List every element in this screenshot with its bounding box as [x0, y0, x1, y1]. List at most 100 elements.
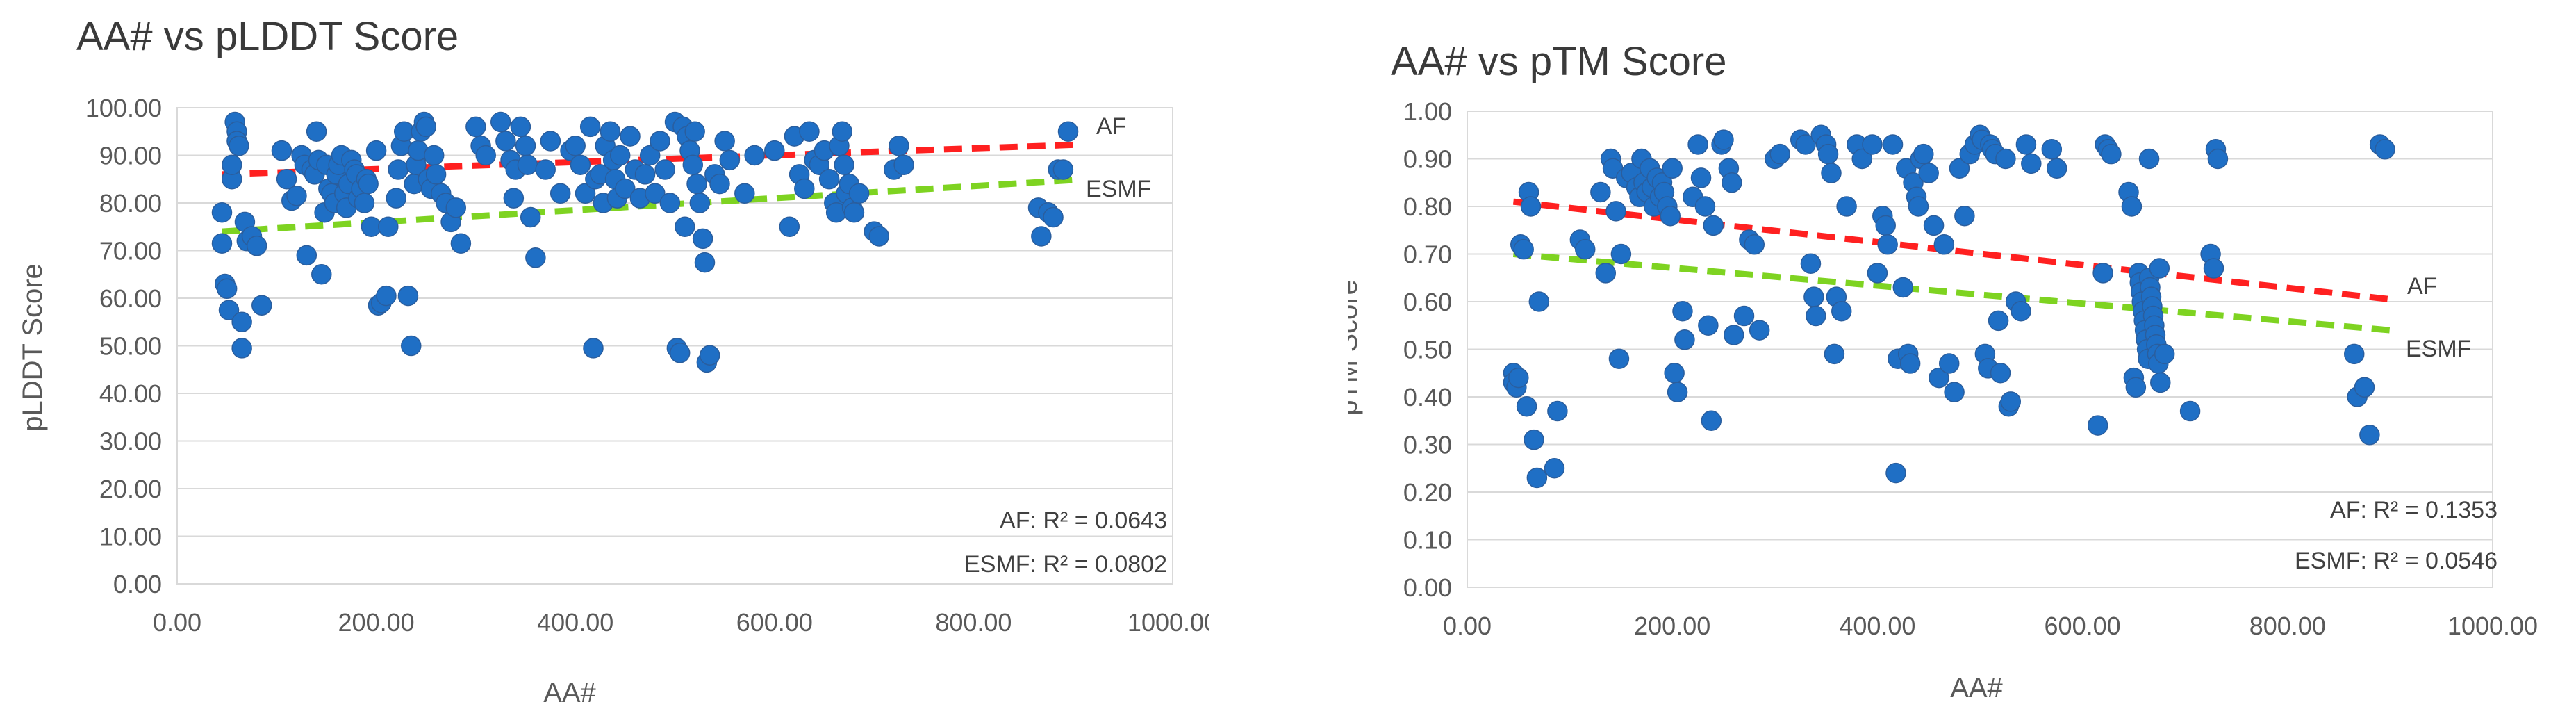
plddt-data-point — [615, 178, 636, 199]
plddt-data-point — [714, 131, 735, 152]
ptm-data-point — [1595, 263, 1617, 284]
ptm-data-point — [1660, 205, 1681, 227]
plddt-data-point — [709, 173, 730, 195]
ptm-x-tick-label: 200.00 — [1634, 612, 1710, 640]
ptm-data-point — [2000, 391, 2022, 412]
plddt-chart-svg: AA# vs pLDDT Score AA# pLDDT Score 0.00 1… — [17, 14, 1209, 708]
plddt-x-tick-label: 0.00 — [153, 608, 201, 637]
plddt-data-point — [246, 235, 267, 256]
plddt-data-point — [365, 140, 387, 161]
plddt-data-point — [889, 136, 909, 156]
plddt-data-point — [490, 111, 511, 133]
ptm-data-point — [2087, 415, 2108, 436]
ptm-data-point — [1817, 143, 1839, 165]
plddt-data-point — [397, 285, 419, 307]
plddt-data-point — [423, 145, 445, 166]
ptm-data-point — [1513, 238, 1534, 260]
plddt-data-point — [893, 154, 914, 175]
plddt-data-point — [211, 202, 233, 223]
plddt-plot-frame — [176, 107, 1173, 585]
plddt-data-point — [779, 216, 800, 237]
plddt-data-point — [425, 164, 447, 185]
ptm-data-point — [2359, 425, 2380, 446]
ptm-data-point — [1520, 196, 1542, 217]
ptm-data-point — [1524, 429, 1544, 450]
ptm-data-point — [1574, 238, 1596, 260]
ptm-data-point — [2092, 263, 2113, 284]
ptm-data-point — [1508, 367, 1529, 389]
ptm-data-point — [1867, 263, 1888, 284]
ptm-data-point — [1803, 286, 1824, 307]
plddt-data-point — [296, 245, 317, 266]
plddt-data-point — [600, 121, 621, 142]
plddt-data-point — [535, 159, 556, 180]
plddt-data-point — [354, 193, 375, 213]
ptm-data-point — [1694, 196, 1716, 217]
plddt-data-point — [583, 338, 604, 359]
plddt-y-axis-label: pLDDT Score — [17, 263, 48, 432]
ptm-y-axis-label: pTM Score — [1348, 279, 1363, 416]
plddt-y-tick-label: 60.00 — [99, 284, 162, 313]
plddt-data-point — [503, 188, 525, 209]
ptm-data-point — [2375, 139, 2395, 160]
plddt-data-point — [401, 335, 422, 357]
ptm-x-tick-label: 800.00 — [2249, 612, 2326, 640]
ptm-data-point — [2011, 300, 2031, 322]
ptm-data-point — [1722, 172, 1742, 193]
plddt-data-point — [686, 173, 707, 195]
plddt-data-point — [579, 116, 601, 138]
ptm-x-tick-label: 1000.00 — [2447, 612, 2538, 640]
ptm-y-tick-label: 0.50 — [1403, 336, 1452, 364]
ptm-y-tick-label: 0.00 — [1403, 573, 1452, 602]
plddt-y-tick-label: 100.00 — [85, 94, 162, 122]
plddt-data-point — [689, 193, 711, 213]
plddt-y-tick-label: 20.00 — [99, 475, 162, 503]
ptm-data-point — [2125, 377, 2147, 398]
ptm-data-point — [1944, 382, 1965, 402]
plddt-data-point — [358, 173, 379, 195]
ptm-data-point — [2015, 134, 2037, 155]
plddt-trend-label-af: AF — [1096, 113, 1126, 140]
plddt-data-point — [510, 116, 531, 138]
plddt-y-tick-label: 0.00 — [113, 570, 162, 598]
ptm-y-tick-label: 0.40 — [1403, 383, 1452, 411]
plddt-data-point — [388, 159, 408, 180]
ptm-data-point — [1824, 343, 1845, 365]
ptm-x-tick-label: 400.00 — [1839, 612, 1915, 640]
plddt-data-point — [495, 131, 516, 152]
ptm-data-point — [2101, 143, 2122, 165]
ptm-data-point — [1933, 234, 1955, 255]
ptm-trend-label-esmf: ESMF — [2406, 336, 2471, 362]
plddt-data-point — [609, 145, 631, 166]
ptm-data-point — [1949, 158, 1970, 179]
ptm-data-point — [1528, 291, 1550, 312]
plddt-data-point — [764, 140, 785, 161]
plddt-y-tick-label: 30.00 — [99, 427, 162, 456]
ptm-data-point — [1806, 305, 1826, 327]
ptm-data-point — [2150, 372, 2171, 393]
ptm-plot-frame — [1467, 111, 2493, 588]
ptm-trendline-esmf — [1513, 251, 2391, 334]
plddt-data-point — [231, 338, 252, 359]
ptm-data-point — [1988, 310, 2009, 332]
plddt-r2-af: AF: R² = 0.0643 — [1000, 507, 1167, 534]
plddt-chart: AA# vs pLDDT Score AA# pLDDT Score 0.00 1… — [0, 0, 1209, 711]
ptm-data-point — [2149, 258, 2170, 279]
ptm-chart-svg: AA# vs pTM Score AA# pTM Score 0.000.100… — [1348, 39, 2538, 703]
ptm-data-point — [1836, 196, 1857, 217]
ptm-data-point — [1672, 300, 1693, 322]
ptm-data-point — [1862, 134, 1883, 155]
plddt-data-point — [832, 121, 852, 142]
plddt-data-point — [692, 228, 713, 250]
ptm-y-tick-label: 0.60 — [1403, 288, 1452, 316]
ptm-y-tick-label: 0.10 — [1403, 526, 1452, 555]
ptm-data-point — [1923, 215, 1945, 236]
ptm-data-point — [1877, 234, 1898, 255]
plddt-data-point — [575, 183, 596, 204]
plddt-data-point — [475, 145, 496, 166]
plddt-data-point — [222, 154, 242, 175]
plddt-data-point — [645, 183, 666, 204]
ptm-data-point — [1800, 253, 1822, 274]
plddt-x-axis-label: AA# — [543, 678, 596, 708]
plddt-data-point — [799, 121, 820, 142]
